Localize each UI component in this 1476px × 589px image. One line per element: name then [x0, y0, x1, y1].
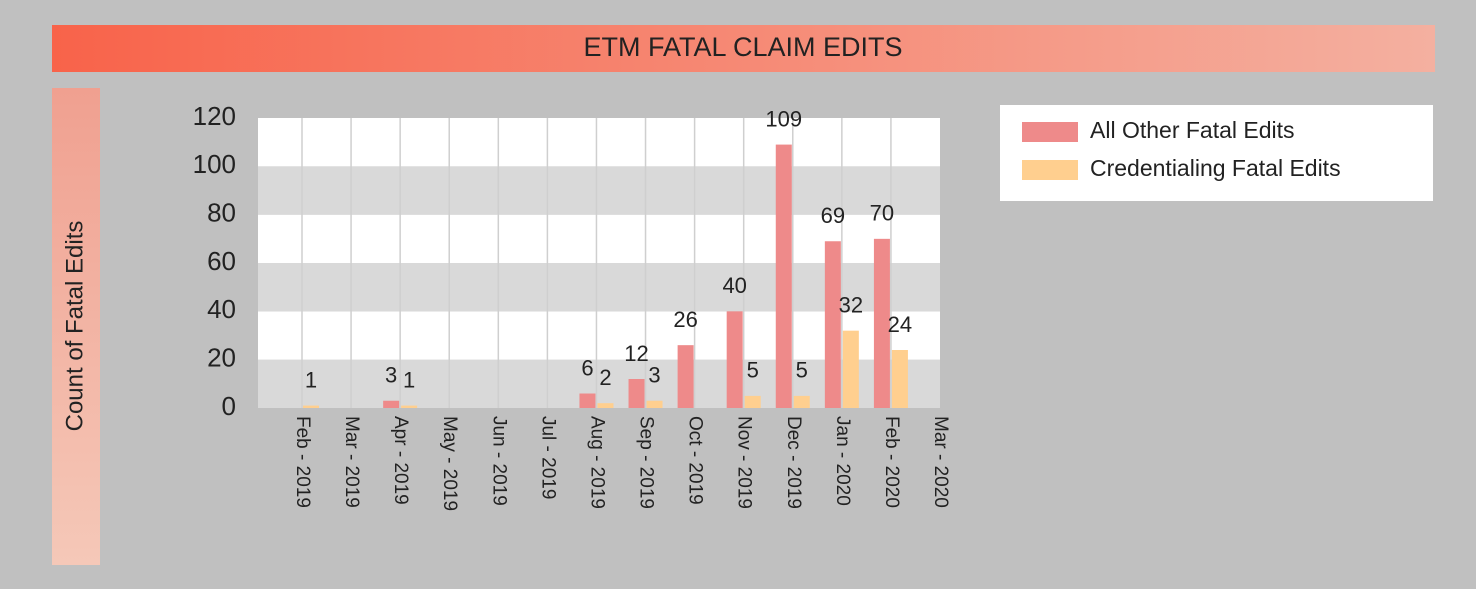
data-label: 12	[624, 341, 648, 366]
y-tick-label: 80	[207, 198, 236, 228]
chart-title: ETM FATAL CLAIM EDITS	[583, 32, 902, 62]
bar	[579, 393, 596, 408]
y-axis-label: Count of Fatal Edits	[61, 221, 88, 432]
x-tick-label: May - 2019	[439, 416, 460, 511]
data-label: 5	[747, 358, 759, 383]
x-tick-label: Mar - 2019	[341, 416, 362, 508]
bar	[842, 330, 859, 408]
title-bar	[52, 25, 1435, 72]
data-label: 3	[648, 363, 660, 388]
x-tick-label: Feb - 2020	[881, 416, 902, 508]
bar	[873, 238, 890, 408]
y-tick-label: 40	[207, 294, 236, 324]
data-label: 70	[870, 201, 894, 226]
bar	[824, 241, 841, 408]
data-label: 6	[581, 355, 593, 380]
bar	[628, 379, 645, 408]
data-label: 1	[305, 367, 317, 392]
bar	[303, 405, 319, 408]
x-tick-label: Jul - 2019	[537, 416, 558, 499]
x-tick-label: Apr - 2019	[390, 416, 411, 505]
bar	[646, 400, 663, 408]
legend-swatch	[1022, 122, 1078, 142]
y-tick-label: 60	[207, 246, 236, 276]
x-tick-label: Aug - 2019	[586, 416, 607, 509]
x-tick-label: Dec - 2019	[783, 416, 804, 509]
bar	[383, 400, 400, 408]
data-label: 5	[796, 358, 808, 383]
x-tick-label: Oct - 2019	[685, 416, 706, 505]
x-tick-label: Jan - 2020	[832, 416, 853, 506]
data-label: 40	[722, 273, 746, 298]
legend-swatch	[1022, 160, 1078, 180]
legend	[1000, 105, 1433, 201]
bar	[677, 345, 694, 408]
legend-label: All Other Fatal Edits	[1090, 117, 1295, 143]
data-label: 3	[385, 363, 397, 388]
y-tick-label: 20	[207, 343, 236, 373]
data-label: 2	[599, 365, 611, 390]
data-label: 1	[403, 367, 415, 392]
y-tick-label: 120	[193, 101, 236, 131]
x-tick-label: Jun - 2019	[488, 416, 509, 506]
data-label: 69	[821, 203, 845, 228]
bar	[793, 395, 810, 408]
x-tick-label: Mar - 2020	[930, 416, 951, 508]
bar	[775, 144, 792, 409]
grid-band	[258, 166, 940, 215]
x-tick-label: Feb - 2019	[292, 416, 313, 508]
x-tick-label: Sep - 2019	[636, 416, 657, 509]
data-label: 109	[765, 106, 802, 131]
bar	[744, 395, 761, 408]
bar	[726, 311, 743, 408]
grid-band	[258, 118, 940, 167]
x-tick-label: Nov - 2019	[734, 416, 755, 509]
legend-label: Credentialing Fatal Edits	[1090, 155, 1341, 181]
bar	[401, 405, 418, 408]
data-label: 24	[888, 312, 912, 337]
y-tick-label: 100	[193, 149, 236, 179]
data-label: 32	[839, 292, 863, 317]
y-label-bar	[52, 88, 100, 565]
data-label: 26	[673, 307, 697, 332]
bar	[597, 403, 614, 408]
y-tick-label: 0	[222, 391, 236, 421]
bar	[891, 350, 908, 408]
